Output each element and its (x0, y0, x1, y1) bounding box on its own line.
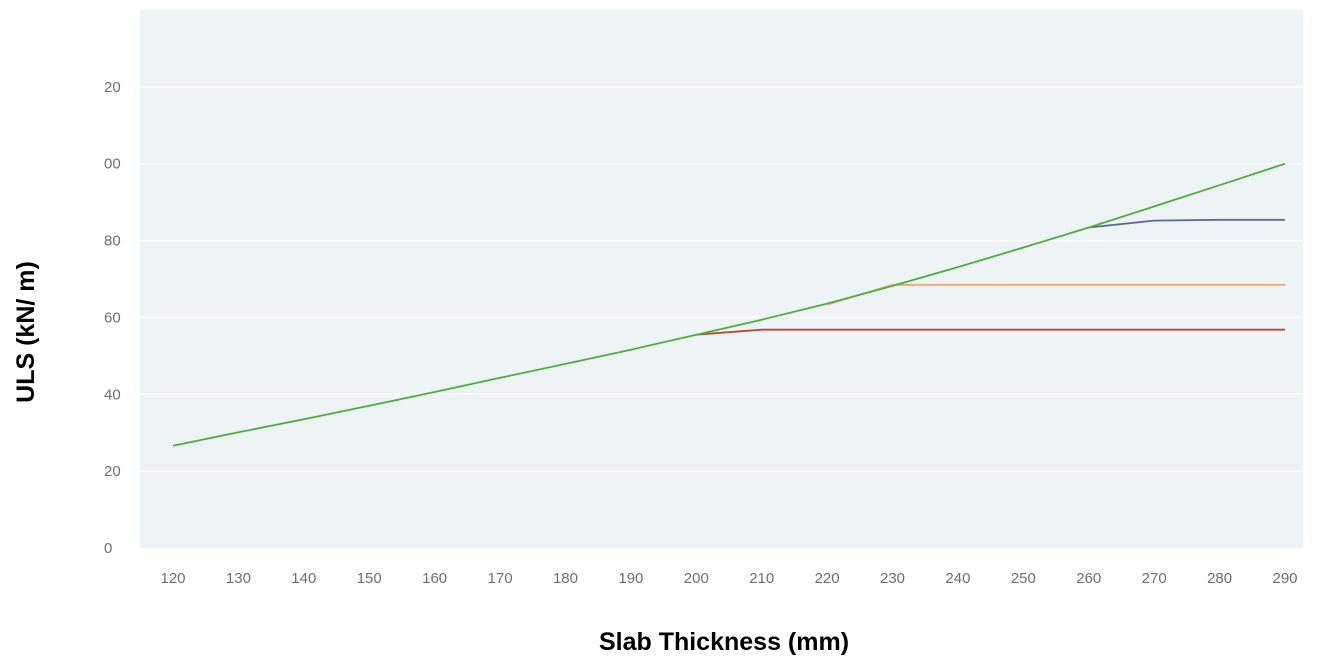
x-tick-label: 220 (815, 570, 840, 587)
y-tick-label: 80 (104, 233, 121, 250)
x-tick-label: 190 (618, 570, 643, 587)
y-tick-label: 20 (104, 79, 121, 96)
x-tick-label: 130 (226, 570, 251, 587)
x-tick-label: 180 (553, 570, 578, 587)
x-tick-label: 170 (488, 570, 513, 587)
x-tick-label: 260 (1076, 570, 1101, 587)
x-tick-label: 280 (1207, 570, 1232, 587)
y-tick-label: 60 (104, 309, 121, 326)
plot-background (140, 10, 1303, 548)
x-tick-label: 210 (749, 570, 774, 587)
grid-lines (140, 86, 1303, 472)
x-tick-label: 140 (291, 570, 316, 587)
series-line-1 (696, 328, 1285, 336)
x-tick-label: 120 (160, 570, 185, 587)
x-tick-label: 290 (1272, 570, 1297, 587)
x-tick-label: 200 (684, 570, 709, 587)
y-tick-label: 20 (104, 463, 121, 480)
x-tick-label: 270 (1142, 570, 1167, 587)
series-lines (172, 162, 1286, 447)
y-tick-label: 0 (104, 540, 112, 557)
x-tick-label: 250 (1011, 570, 1036, 587)
y-axis-title: ULS (kN/ m) (12, 261, 40, 403)
x-tick-label: 160 (422, 570, 447, 587)
y-tick-label: 40 (104, 386, 121, 403)
x-tick-label: 240 (945, 570, 970, 587)
x-tick-label: 150 (357, 570, 382, 587)
y-tick-label: 00 (104, 156, 121, 173)
series-line-4 (172, 162, 1286, 447)
y-tick-labels: 0 20 40 60 80 00 20 (104, 79, 121, 557)
x-tick-label: 230 (880, 570, 905, 587)
x-tick-labels: 120 130 140 150 160 170 180 190 200 210 220 230 240 2… (160, 570, 1297, 587)
series-line-3 (1088, 218, 1285, 229)
x-axis-title: Slab Thickness (mm) (599, 628, 849, 656)
